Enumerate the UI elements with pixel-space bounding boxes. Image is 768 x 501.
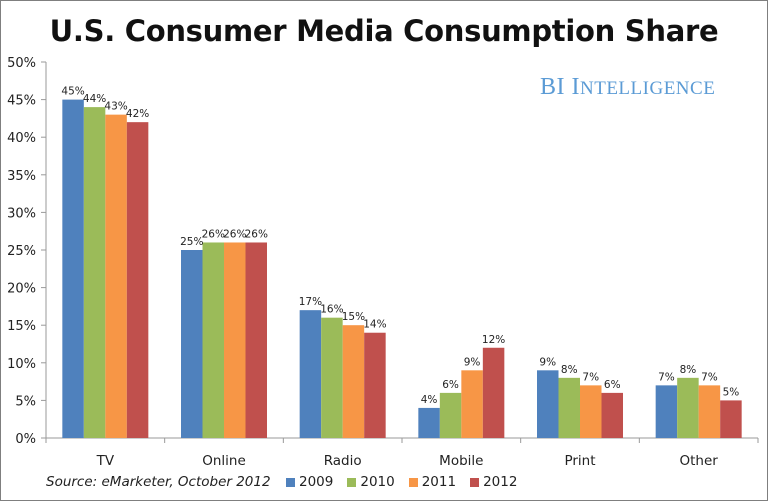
bar-other-2011 [698,385,721,438]
bar-mobile-2012 [482,347,505,438]
data-label: 8% [561,364,578,376]
y-tick-label: 50% [7,56,36,71]
bar-tv-2012 [126,122,149,438]
bar-other-2010 [677,377,699,438]
legend-item-2011: 2011 [408,474,457,490]
bar-print-2011 [580,385,602,438]
legend: 2009 2010 2011 2012 [286,474,517,490]
y-axis: 0% 5% 10% 15% 20% 25% 30% 35% 40% 45% 50% [7,56,47,447]
x-tick-label: Mobile [439,453,483,469]
chart-title: U.S. Consumer Media Consumption Share [49,14,719,48]
data-label: 5% [723,386,740,398]
y-tick-label: 35% [7,169,36,184]
data-labels: 45% 25% 17% 4% 9% 7% 44% 26% 16% 6% 8% 8% 43% 26% 15% 9… [61,86,739,406]
legend-label: 2011 [421,474,457,490]
bar-mobile-2010 [439,392,462,438]
data-label: 43% [104,101,127,113]
legend-item-2012: 2012 [470,474,517,490]
bar-tv-2009 [62,99,84,438]
y-tick-label: 15% [7,319,36,334]
y-tick-label: 40% [7,131,36,146]
bar-mobile-2011 [461,370,483,438]
bar-online-2011 [224,242,246,438]
legend-swatch [408,477,418,487]
data-label: 15% [342,311,365,323]
data-label: 17% [299,296,322,308]
y-tick-label: 45% [7,94,36,109]
bar-radio-2009 [299,310,322,438]
data-label: 44% [83,93,106,105]
data-label: 9% [539,356,556,368]
brand-initial: BI [540,74,565,100]
brand-rest: NTELLIGENCE [580,78,716,99]
bar-radio-2012 [364,332,386,438]
x-tick-label: Other [679,453,718,469]
bar-print-2012 [601,392,623,438]
y-tick-label: 0% [15,432,36,447]
data-label: 6% [604,379,621,391]
data-label: 7% [701,371,718,383]
y-tick-label: 30% [7,206,36,221]
y-tick-label: 20% [7,282,36,297]
legend-swatch [347,477,357,487]
bar-online-2009 [181,250,203,438]
data-label: 6% [442,379,459,391]
data-label: 45% [61,86,84,98]
data-label: 16% [320,304,343,316]
data-label: 9% [464,356,481,368]
bar-tv-2011 [105,114,127,438]
data-label: 26% [202,228,225,240]
bar-mobile-2009 [418,407,440,438]
bar-other-2009 [655,385,678,438]
data-label: 7% [658,371,675,383]
legend-swatch [286,477,295,487]
data-label: 26% [223,228,246,240]
bar-print-2010 [558,377,580,438]
brand-first-letter: I [571,74,580,100]
data-label: 26% [245,228,268,240]
data-label: 14% [363,319,386,331]
x-tick-label: Radio [324,453,362,469]
legend-label: 2010 [360,474,395,490]
data-label: 4% [421,394,438,406]
data-label: 7% [582,371,599,383]
bi-intelligence-logo: BI INTELLIGENCE [540,74,715,101]
x-tick-label: Online [202,453,246,469]
bar-radio-2010 [321,317,343,438]
bar-print-2009 [537,370,559,438]
x-tick-label: TV [96,453,115,469]
data-label: 12% [482,334,505,346]
legend-item-2010: 2010 [347,474,395,490]
x-tick-label: Print [564,453,595,469]
data-label: 8% [680,364,697,376]
bar-tv-2010 [83,107,106,439]
bar-other-2012 [720,400,742,438]
legend-item-2009: 2009 [286,474,333,490]
legend-label: 2009 [299,474,334,490]
legend-swatch [470,477,480,487]
y-tick-label: 10% [7,357,36,372]
data-label: 42% [126,108,149,120]
bar-radio-2011 [342,325,365,438]
source-note: Source: eMarketer, October 2012 [46,474,271,490]
bars [62,99,742,439]
data-label: 25% [180,236,203,248]
bar-online-2012 [245,242,267,438]
y-tick-label: 25% [7,244,36,259]
x-axis: TV Online Radio Mobile Print Other [45,437,759,469]
bar-online-2010 [202,242,224,438]
y-tick-label: 5% [15,394,36,409]
legend-label: 2012 [483,474,518,490]
